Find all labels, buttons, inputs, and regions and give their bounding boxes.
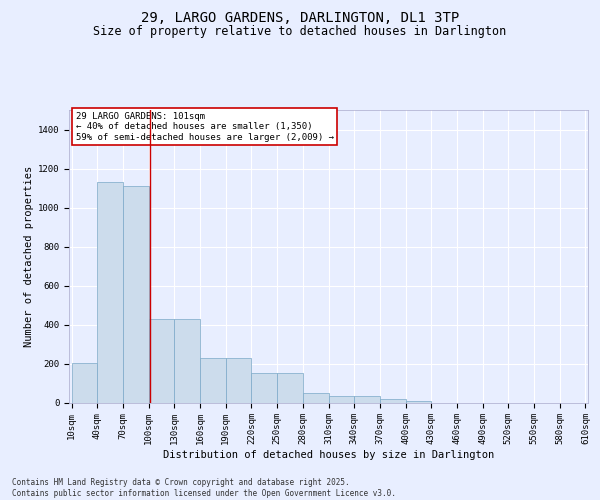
Bar [175,318,200,402]
Bar [149,318,175,402]
Bar [380,399,406,402]
Bar [354,396,380,402]
Bar [97,182,123,402]
X-axis label: Distribution of detached houses by size in Darlington: Distribution of detached houses by size … [163,450,494,460]
Text: Size of property relative to detached houses in Darlington: Size of property relative to detached ho… [94,25,506,38]
Y-axis label: Number of detached properties: Number of detached properties [23,166,34,347]
Text: 29 LARGO GARDENS: 101sqm
← 40% of detached houses are smaller (1,350)
59% of sem: 29 LARGO GARDENS: 101sqm ← 40% of detach… [76,112,334,142]
Bar [251,373,277,402]
Text: Contains HM Land Registry data © Crown copyright and database right 2025.
Contai: Contains HM Land Registry data © Crown c… [12,478,396,498]
Bar [406,401,431,402]
Text: 29, LARGO GARDENS, DARLINGTON, DL1 3TP: 29, LARGO GARDENS, DARLINGTON, DL1 3TP [141,11,459,25]
Bar [303,393,329,402]
Bar [200,358,226,403]
Bar [329,396,354,402]
Bar [71,362,97,403]
Bar [123,186,149,402]
Bar [226,358,251,403]
Bar [277,373,303,402]
